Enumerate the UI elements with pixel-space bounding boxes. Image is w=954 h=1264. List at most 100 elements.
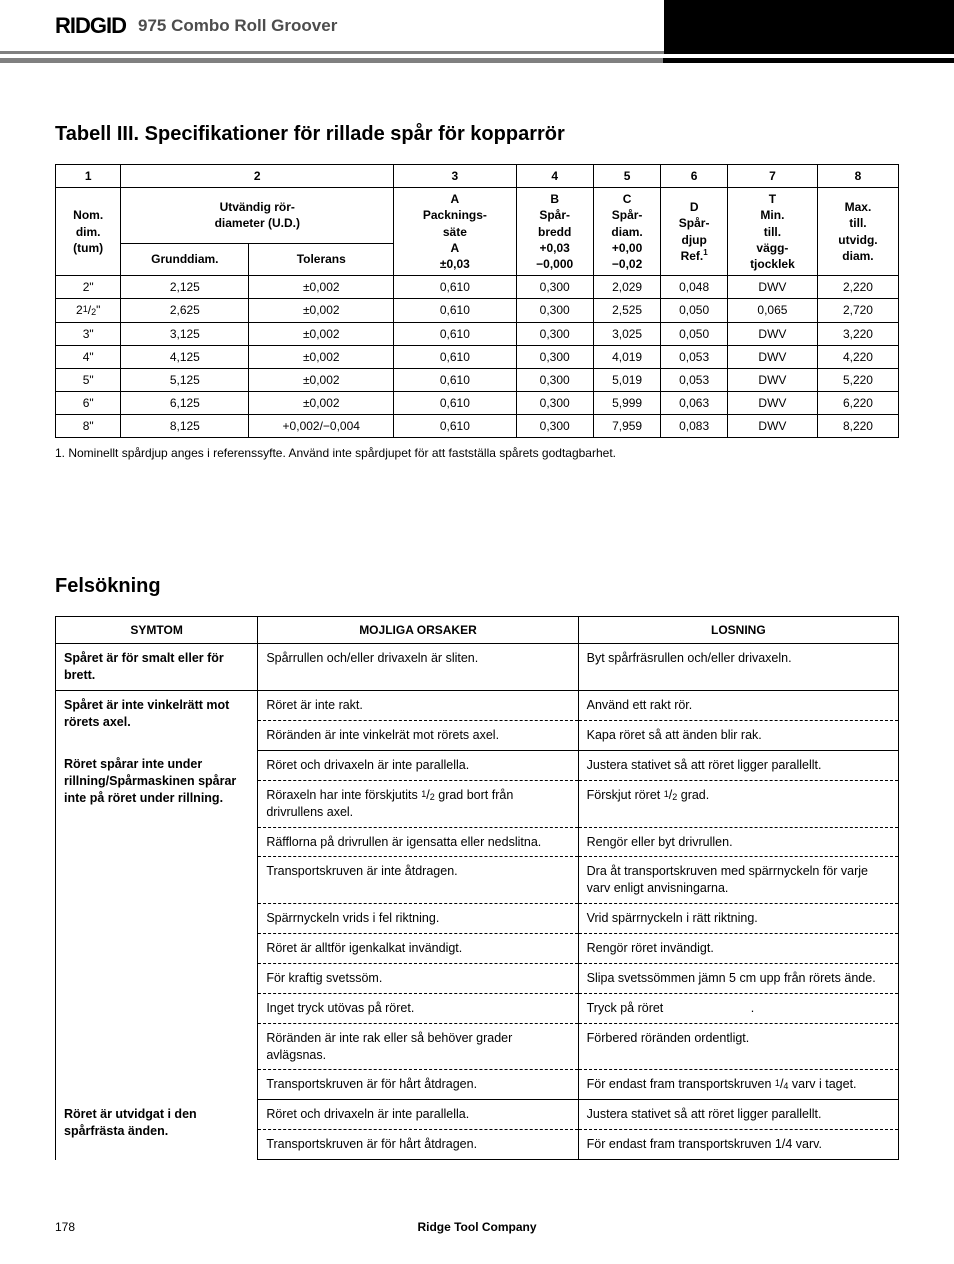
cell-fix: Förbered röränden ordentligt.: [578, 1023, 898, 1070]
th-orsaker: MOJLIGA ORSAKER: [258, 617, 578, 644]
cell-t: 0,065: [727, 299, 817, 322]
hdr-tolerans: Tolerans: [249, 243, 394, 276]
colnum-1: 1: [56, 165, 121, 188]
cell-gd: 6,125: [121, 392, 249, 415]
cell-gd: 3,125: [121, 322, 249, 345]
cell-d: 0,050: [661, 299, 728, 322]
cell-fix: Kapa röret så att änden blir rak.: [578, 721, 898, 751]
hdr-c: CSpår-diam.+0,00−0,02: [593, 188, 661, 276]
cell-cause: Röret är alltför igenkalkat invändigt.: [258, 934, 578, 964]
brand-logo: RIDGID: [0, 13, 138, 39]
colnum-8: 8: [817, 165, 898, 188]
cell-fix: För endast fram transportskruven 1/4 var…: [578, 1070, 898, 1100]
colnum-5: 5: [593, 165, 661, 188]
cell-cause: För kraftig svetssöm.: [258, 963, 578, 993]
cell-max: 6,220: [817, 392, 898, 415]
spec-footnote: 1. Nominellt spårdjup anges i referenssy…: [55, 446, 899, 460]
colnum-2: 2: [121, 165, 394, 188]
cell-nom: 3": [56, 322, 121, 345]
cell-fix: Använd ett rakt rör.: [578, 691, 898, 721]
cell-cause: Röränden är inte vinkelrät mot rörets ax…: [258, 721, 578, 751]
cell-fix: Rengör eller byt drivrullen.: [578, 827, 898, 857]
cell-c: 4,019: [593, 345, 661, 368]
cell-cause: Spårrullen och/eller drivaxeln är sliten…: [258, 644, 578, 691]
hdr-max: Max.till.utvidg.diam.: [817, 188, 898, 276]
cell-tol: ±0,002: [249, 322, 394, 345]
cell-b: 0,300: [516, 299, 593, 322]
cell-c: 2,029: [593, 276, 661, 299]
cell-t: DWV: [727, 322, 817, 345]
cell-fix: För endast fram transportskruven 1/4 var…: [578, 1130, 898, 1160]
cell-nom: 5": [56, 368, 121, 391]
cell-tol: ±0,002: [249, 345, 394, 368]
cell-max: 2,720: [817, 299, 898, 322]
cell-max: 3,220: [817, 322, 898, 345]
cell-cause: Röret och drivaxeln är inte parallella.: [258, 750, 578, 780]
cell-a: 0,610: [394, 345, 516, 368]
trouble-table: SYMTOM MOJLIGA ORSAKER LOSNING Spåret är…: [55, 616, 899, 1160]
cell-fix: Dra åt transportskruven med spärrnyckeln…: [578, 857, 898, 904]
cell-fix: Slipa svetssömmen jämn 5 cm upp från rör…: [578, 963, 898, 993]
cell-d: 0,053: [661, 368, 728, 391]
cell-b: 0,300: [516, 322, 593, 345]
cell-gd: 2,625: [121, 299, 249, 322]
cell-cause: Röret är inte rakt.: [258, 691, 578, 721]
cell-max: 4,220: [817, 345, 898, 368]
hdr-a: APacknings-säteA±0,03: [394, 188, 516, 276]
cell-a: 0,610: [394, 299, 516, 322]
cell-cause: Inget tryck utövas på röret.: [258, 993, 578, 1023]
cell-cause: Transportskruven är inte åtdragen.: [258, 857, 578, 904]
cell-b: 0,300: [516, 415, 593, 438]
cell-gd: 5,125: [121, 368, 249, 391]
cell-b: 0,300: [516, 276, 593, 299]
cell-cause: Röränden är inte rak eller så behöver gr…: [258, 1023, 578, 1070]
cell-d: 0,083: [661, 415, 728, 438]
hdr-ud: Utvändig rör-diameter (U.D.): [121, 188, 394, 243]
section-title-trouble: Felsökning: [55, 575, 899, 598]
cell-fix: Byt spårfräsrullen och/eller drivaxeln.: [578, 644, 898, 691]
cell-fix: Tryck på röret .: [578, 993, 898, 1023]
cell-a: 0,610: [394, 368, 516, 391]
cell-cause: Transportskruven är för hårt åtdragen.: [258, 1070, 578, 1100]
cell-a: 0,610: [394, 322, 516, 345]
cell-symptom: Röret är utvidgat i den spårfrästa änden…: [56, 1100, 258, 1160]
cell-max: 2,220: [817, 276, 898, 299]
cell-max: 5,220: [817, 368, 898, 391]
cell-gd: 8,125: [121, 415, 249, 438]
cell-symptom: Röret spårar inte under rillning/Spårmas…: [56, 750, 258, 1099]
cell-b: 0,300: [516, 392, 593, 415]
header-black-box: [664, 0, 954, 54]
cell-d: 0,063: [661, 392, 728, 415]
colnum-7: 7: [727, 165, 817, 188]
cell-tol: ±0,002: [249, 276, 394, 299]
cell-t: DWV: [727, 392, 817, 415]
hdr-t: TMin.till.vägg-tjocklek: [727, 188, 817, 276]
cell-fix: Justera stativet så att röret ligger par…: [578, 1100, 898, 1130]
cell-a: 0,610: [394, 276, 516, 299]
cell-nom: 4": [56, 345, 121, 368]
cell-c: 7,959: [593, 415, 661, 438]
cell-cause: Räfflorna på drivrullen är igensatta ell…: [258, 827, 578, 857]
cell-b: 0,300: [516, 345, 593, 368]
cell-fix: Förskjut röret 1/2 grad.: [578, 780, 898, 827]
cell-tol: ±0,002: [249, 392, 394, 415]
th-symtom: SYMTOM: [56, 617, 258, 644]
cell-b: 0,300: [516, 368, 593, 391]
cell-c: 5,019: [593, 368, 661, 391]
cell-fix: Vrid spärrnyckeln i rätt riktning.: [578, 904, 898, 934]
cell-nom: 8": [56, 415, 121, 438]
cell-c: 5,999: [593, 392, 661, 415]
cell-symptom: Spåret är inte vinkelrätt mot rörets axe…: [56, 691, 258, 751]
cell-t: DWV: [727, 415, 817, 438]
cell-tol: +0,002/−0,004: [249, 415, 394, 438]
cell-tol: ±0,002: [249, 368, 394, 391]
header-title: 975 Combo Roll Groover: [138, 16, 337, 36]
cell-cause: Röraxeln har inte förskjutits 1/2 grad b…: [258, 780, 578, 827]
cell-a: 0,610: [394, 415, 516, 438]
cell-max: 8,220: [817, 415, 898, 438]
cell-d: 0,050: [661, 322, 728, 345]
cell-t: DWV: [727, 368, 817, 391]
cell-symptom: Spåret är för smalt eller för brett.: [56, 644, 258, 691]
cell-t: DWV: [727, 276, 817, 299]
cell-nom: 6": [56, 392, 121, 415]
